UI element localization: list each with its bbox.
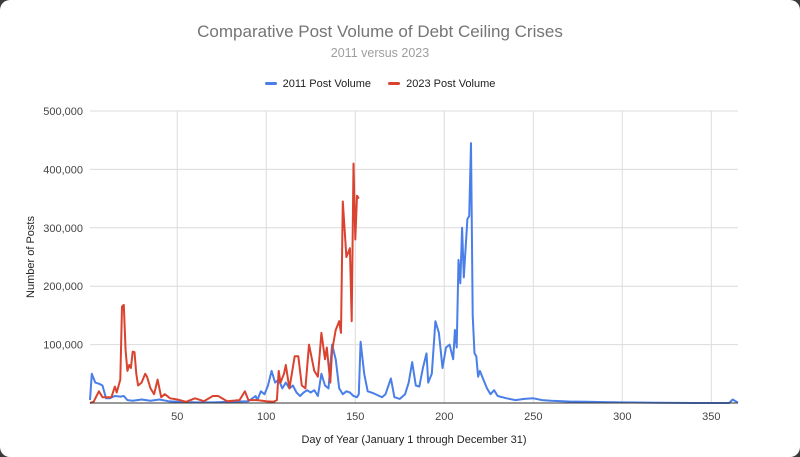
y-tick-label: 200,000 [43,281,83,293]
legend: 2011 Post Volume 2023 Post Volume [0,76,760,90]
y-tick-label: 300,000 [43,223,83,235]
legend-label-2023: 2023 Post Volume [406,77,496,90]
y-tick-label: 100,000 [43,340,83,352]
legend-swatch-2023 [388,82,401,85]
chart-subtitle: 2011 versus 2023 [330,46,430,60]
legend-item-2011[interactable]: 2011 Post Volume [264,77,372,90]
series-line-2011 [89,142,739,404]
chart-title: Comparative Post Volume of Debt Ceiling … [197,22,563,41]
x-tick-label: 300 [613,411,631,423]
x-tick-label: 350 [702,411,720,423]
x-axis-label: Day of Year (January 1 through December … [301,434,526,446]
x-tick-label: 50 [171,411,183,423]
series-line-2023 [89,162,360,404]
y-tick-label: 400,000 [43,164,83,176]
y-tick-label: 500,000 [43,106,83,118]
legend-swatch-2011 [264,82,277,85]
x-tick-label: 250 [524,411,542,423]
x-tick-label: 150 [346,411,364,423]
legend-label-2011: 2011 Post Volume [282,77,372,90]
y-axis-label: Number of Posts [25,216,37,298]
legend-item-2023[interactable]: 2023 Post Volume [388,78,495,90]
x-tick-label: 200 [435,411,453,423]
x-tick-label: 100 [257,411,275,423]
